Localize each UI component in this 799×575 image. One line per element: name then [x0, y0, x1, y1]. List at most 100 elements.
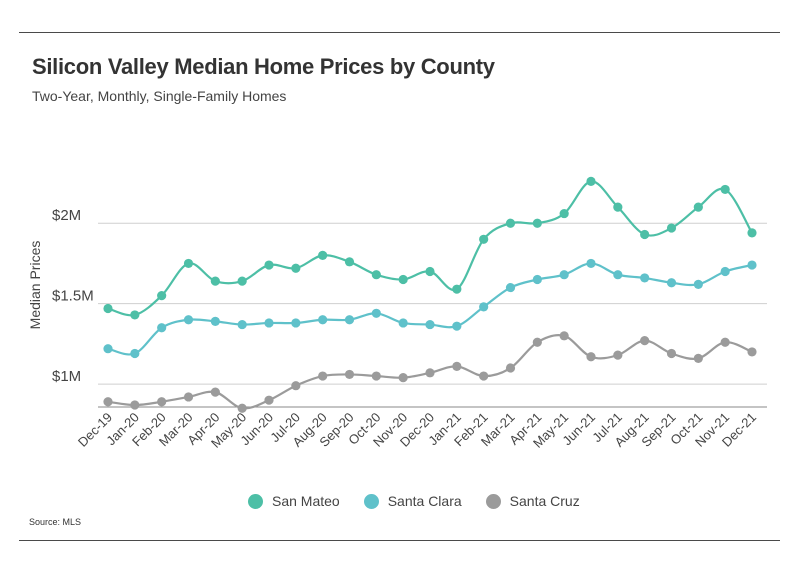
data-point-san-mateo [425, 266, 435, 277]
data-point-san-mateo [505, 218, 516, 228]
data-point-santa-clara [291, 318, 301, 328]
data-point-santa-clara [479, 302, 489, 312]
data-point-santa-cruz [157, 397, 167, 407]
data-point-santa-clara [613, 270, 623, 280]
data-point-santa-cruz [183, 392, 194, 402]
data-point-santa-cruz [693, 353, 703, 363]
series-layer [103, 176, 757, 413]
legend: San Mateo Santa Clara Santa Cruz [248, 493, 604, 509]
data-point-san-mateo [210, 276, 220, 286]
data-point-santa-clara [747, 260, 757, 270]
data-point-san-mateo [130, 310, 140, 320]
data-point-santa-cruz [130, 400, 140, 410]
series-line-santa-clara [107, 262, 753, 356]
data-point-santa-clara [720, 266, 730, 277]
data-point-san-mateo [318, 250, 328, 260]
data-point-santa-cruz [210, 387, 220, 397]
data-point-san-mateo [532, 218, 542, 228]
data-point-santa-cruz [479, 371, 489, 381]
data-point-santa-clara [344, 315, 355, 325]
data-point-santa-clara [398, 318, 408, 328]
data-point-santa-clara [371, 308, 381, 318]
data-point-san-mateo [559, 208, 569, 219]
chart-title: Silicon Valley Median Home Prices by Cou… [32, 54, 495, 79]
data-point-santa-cruz [586, 352, 596, 362]
legend-label-san-mateo: San Mateo [272, 493, 340, 509]
data-point-santa-cruz [398, 373, 408, 383]
data-point-santa-cruz [371, 371, 381, 381]
y-axis-ticks: $1M $1.5M $2M [52, 207, 94, 385]
data-point-santa-cruz [344, 369, 355, 380]
data-point-santa-cruz [291, 381, 301, 391]
source-note: Source: MLS [29, 517, 82, 527]
data-point-santa-cruz [747, 347, 757, 357]
data-point-san-mateo [452, 284, 462, 294]
legend-swatch-santa-cruz [485, 493, 501, 509]
data-point-san-mateo [344, 257, 355, 267]
data-point-santa-clara [130, 348, 140, 359]
series-santa-clara [103, 258, 757, 359]
data-point-san-mateo [693, 202, 703, 212]
data-point-san-mateo [264, 260, 274, 270]
data-point-san-mateo [613, 202, 623, 212]
data-point-santa-clara [237, 319, 247, 330]
legend-swatch-san-mateo [248, 493, 263, 509]
data-point-san-mateo [291, 263, 301, 273]
data-point-santa-cruz [452, 361, 462, 371]
data-point-santa-cruz [505, 363, 516, 373]
legend-item-san-mateo: San Mateo [248, 493, 340, 509]
data-point-santa-clara [264, 318, 274, 328]
data-point-san-mateo [237, 276, 247, 286]
data-point-santa-cruz [425, 368, 435, 378]
series-line-san-mateo [107, 180, 753, 317]
data-point-san-mateo [183, 258, 194, 269]
x-axis-ticks: Dec-19Jan-20Feb-20Mar-20Apr-20May-20Jun-… [75, 410, 759, 451]
data-point-santa-clara [425, 319, 435, 330]
data-point-san-mateo [371, 270, 381, 280]
data-point-santa-clara [693, 279, 703, 289]
legend-swatch-santa-clara [363, 493, 379, 509]
legend-label-santa-clara: Santa Clara [387, 493, 462, 509]
legend-label-santa-cruz: Santa Cruz [509, 493, 580, 509]
data-point-santa-clara [452, 321, 462, 331]
y-axis-label: Median Prices [27, 241, 43, 330]
series-san-mateo [103, 176, 757, 320]
data-point-santa-cruz [318, 371, 328, 381]
data-point-santa-clara [586, 258, 596, 269]
data-point-santa-cruz [720, 337, 730, 347]
data-point-san-mateo [586, 176, 596, 186]
data-point-santa-clara [318, 315, 328, 325]
chart-subtitle: Two-Year, Monthly, Single-Family Homes [32, 88, 287, 104]
data-point-san-mateo [157, 291, 167, 301]
bottom-rule [19, 540, 780, 541]
data-point-san-mateo [720, 184, 730, 195]
data-point-santa-clara [183, 315, 194, 325]
data-point-santa-clara [157, 323, 167, 333]
data-point-santa-cruz [666, 348, 677, 359]
gridlines [98, 222, 767, 385]
data-point-san-mateo [479, 234, 489, 244]
data-point-santa-cruz [103, 397, 113, 407]
data-point-santa-clara [505, 282, 516, 293]
data-point-santa-clara [666, 278, 677, 288]
data-point-santa-clara [210, 316, 220, 326]
data-point-santa-cruz [264, 395, 274, 405]
data-point-san-mateo [398, 274, 408, 285]
data-point-santa-clara [532, 274, 542, 285]
data-point-santa-cruz [559, 331, 569, 341]
y-tick-label: $1.5M [52, 288, 94, 305]
data-point-san-mateo [103, 303, 113, 314]
y-tick-label: $1M [52, 368, 81, 385]
data-point-santa-cruz [237, 403, 247, 413]
data-point-santa-cruz [640, 336, 650, 346]
data-point-san-mateo [747, 228, 757, 238]
data-point-santa-clara [103, 344, 113, 354]
legend-item-santa-clara: Santa Clara [363, 493, 462, 509]
data-point-santa-clara [640, 273, 650, 283]
data-point-santa-cruz [613, 350, 623, 360]
data-point-santa-cruz [532, 337, 542, 347]
top-rule [19, 32, 780, 33]
data-point-san-mateo [640, 229, 650, 240]
data-point-san-mateo [666, 223, 677, 233]
